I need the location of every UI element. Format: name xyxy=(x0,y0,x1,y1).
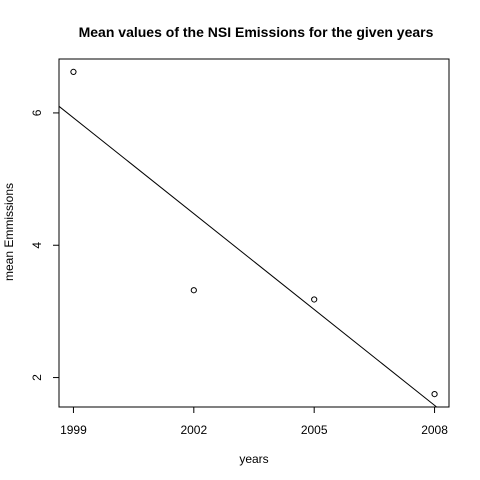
x-tick-label: 1999 xyxy=(60,423,87,437)
y-tick-label: 6 xyxy=(30,109,44,116)
data-point-1999 xyxy=(70,68,77,76)
y-axis-label: mean Emmissions xyxy=(2,183,16,281)
y-axis: 2 4 6 xyxy=(30,109,59,381)
data-point-2005 xyxy=(311,296,318,303)
x-axis: 1999 2002 2005 2008 xyxy=(60,407,448,437)
x-tick-label: 2002 xyxy=(180,423,207,437)
plot-frame xyxy=(58,58,450,408)
data-points xyxy=(70,68,438,398)
y-tick-label: 4 xyxy=(30,242,44,249)
data-point-2002 xyxy=(190,287,197,294)
x-tick-label: 2008 xyxy=(421,423,448,437)
chart-title: Mean values of the NSI Emissions for the… xyxy=(79,24,434,40)
x-tick-label: 2005 xyxy=(301,423,328,437)
x-axis-label: years xyxy=(239,452,268,466)
trend-line xyxy=(58,105,437,408)
y-tick-label: 2 xyxy=(30,374,44,381)
data-point-2008 xyxy=(431,390,438,398)
